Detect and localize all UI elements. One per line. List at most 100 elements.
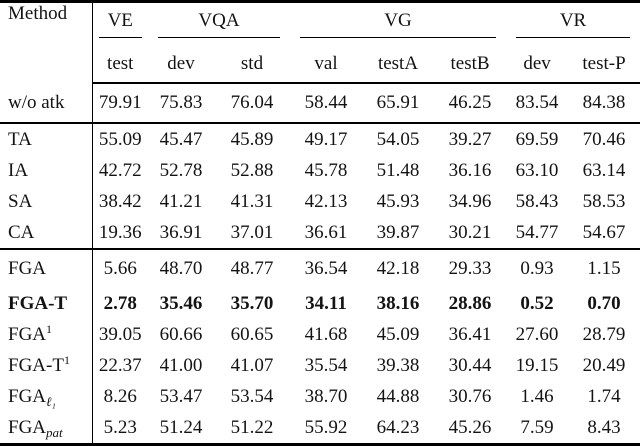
table-cell: 75.83: [148, 83, 214, 124]
table-row: FGAℓ₁ 8.26 53.47 53.54 38.70 44.88 30.76…: [0, 381, 640, 412]
table-cell: 39.05: [98, 323, 142, 345]
table-cell: 54.67: [568, 217, 640, 250]
method-subscript: pat: [46, 424, 63, 440]
table-cell: 36.54: [304, 258, 348, 279]
table-cell: 20.49: [582, 354, 626, 376]
table-cell: 8.43: [587, 416, 621, 438]
table-cell: 35.70: [230, 292, 274, 314]
table-cell: 76.04: [214, 83, 291, 124]
table-cell: 22.37: [98, 354, 142, 376]
column-header-vr-testp: test-P: [568, 45, 640, 84]
table-cell: 54.77: [506, 217, 569, 250]
table-cell: 51.24: [159, 416, 203, 438]
column-header-vg-testb: testB: [434, 45, 507, 84]
table-cell: 36.41: [448, 323, 492, 345]
table-cell: 41.68: [304, 323, 348, 345]
table-cell: 27.60: [515, 323, 559, 345]
table-cell: 1.74: [587, 385, 621, 407]
group-label-vr: VR: [516, 3, 631, 38]
table-cell: 36.61: [290, 217, 363, 250]
table-cell: 2.78: [103, 292, 137, 314]
table-cell: 19.15: [515, 354, 559, 376]
table-cell: 39.87: [362, 217, 435, 250]
table-cell: 83.54: [506, 83, 569, 124]
sub-header-row: test dev std val testA testB dev test-P: [0, 45, 640, 84]
table-cell: 48.70: [159, 258, 203, 279]
table-cell: 30.44: [448, 354, 492, 376]
table-cell: 39.27: [448, 128, 492, 150]
table-cell: 34.96: [448, 190, 492, 212]
table-cell: 48.77: [230, 258, 274, 279]
row-label: IA: [0, 155, 93, 186]
table-cell: 37.01: [214, 217, 291, 250]
table-cell: 35.46: [159, 292, 203, 314]
table-cell: 60.66: [159, 323, 203, 345]
row-label: FGApat: [0, 412, 93, 445]
table-row: TA 55.09 45.47 45.89 49.17 54.05 39.27 6…: [0, 123, 640, 155]
method-name: FGA-T: [8, 292, 68, 314]
row-label: FGAℓ₁: [0, 381, 93, 412]
table-cell: 64.23: [376, 416, 420, 438]
table-cell: 42.18: [376, 258, 420, 279]
table-cell: 1.46: [520, 385, 554, 407]
table-cell: 58.53: [582, 190, 626, 212]
table-cell: 19.36: [92, 217, 148, 250]
table-cell: 53.47: [159, 385, 203, 407]
group-header-vqa: VQA: [148, 2, 290, 46]
table-cell: 65.91: [362, 83, 435, 124]
table-cell: 45.09: [376, 323, 420, 345]
table-cell: 41.07: [230, 354, 274, 376]
table-row: IA 42.72 52.78 52.88 45.78 51.48 36.16 6…: [0, 155, 640, 186]
table-cell: 36.91: [148, 217, 214, 250]
table-cell: 79.91: [92, 83, 148, 124]
table-cell: 34.11: [305, 292, 347, 314]
method-name: FGA: [8, 258, 47, 279]
method-name: SA: [8, 190, 33, 212]
group-label-vg: VG: [300, 3, 497, 38]
table-cell: 0.52: [520, 292, 554, 314]
table-cell: 45.78: [304, 159, 348, 181]
group-header-vg: VG: [290, 2, 506, 46]
table-cell: 36.16: [448, 159, 492, 181]
table-cell: 8.26: [103, 385, 137, 407]
table-cell: 49.17: [304, 128, 348, 150]
table-cell: 69.59: [515, 128, 559, 150]
table-cell: 35.54: [304, 354, 348, 376]
row-label: FGA1: [0, 319, 93, 350]
method-superscript: 1: [46, 321, 53, 336]
table-cell: 42.13: [304, 190, 348, 212]
table-cell: 30.76: [448, 385, 492, 407]
table-cell: 0.70: [587, 292, 621, 314]
table-cell: 45.89: [230, 128, 274, 150]
method-name: FGA: [8, 323, 47, 345]
row-label: FGA-T: [0, 288, 93, 319]
table-cell: 42.72: [98, 159, 142, 181]
table-cell: 38.16: [376, 292, 420, 314]
method-name: FGA-T: [8, 354, 64, 376]
table-cell: 52.78: [159, 159, 203, 181]
row-label: FGA: [0, 249, 93, 288]
column-header-vqa-dev: dev: [148, 45, 214, 84]
method-name: TA: [8, 128, 32, 150]
table-cell: 55.09: [98, 128, 142, 150]
group-header-row: Method VE VQA VG VR: [0, 1, 640, 83]
table-cell: 38.42: [98, 190, 142, 212]
method-name: IA: [8, 159, 29, 181]
table-cell: 28.86: [448, 292, 492, 314]
row-label: FGA-T1: [0, 350, 93, 381]
table-cell: 30.21: [434, 217, 507, 250]
table-cell: 53.54: [230, 385, 274, 407]
table-cell: 70.46: [582, 128, 626, 150]
table-cell: 39.38: [376, 354, 420, 376]
table-row: FGA 5.66 48.70 48.77 36.54 42.18 29.33 0…: [0, 249, 640, 288]
table-cell: 5.23: [103, 416, 137, 438]
table-cell: 63.10: [515, 159, 559, 181]
table-cell: 29.33: [448, 258, 492, 279]
table-cell: 0.93: [520, 258, 554, 279]
table-cell: 51.48: [376, 159, 420, 181]
group-header-vr: VR: [506, 2, 640, 46]
table-cell: 41.00: [159, 354, 203, 376]
column-header-vg-val: val: [290, 45, 363, 84]
table-cell: 51.22: [230, 416, 274, 438]
